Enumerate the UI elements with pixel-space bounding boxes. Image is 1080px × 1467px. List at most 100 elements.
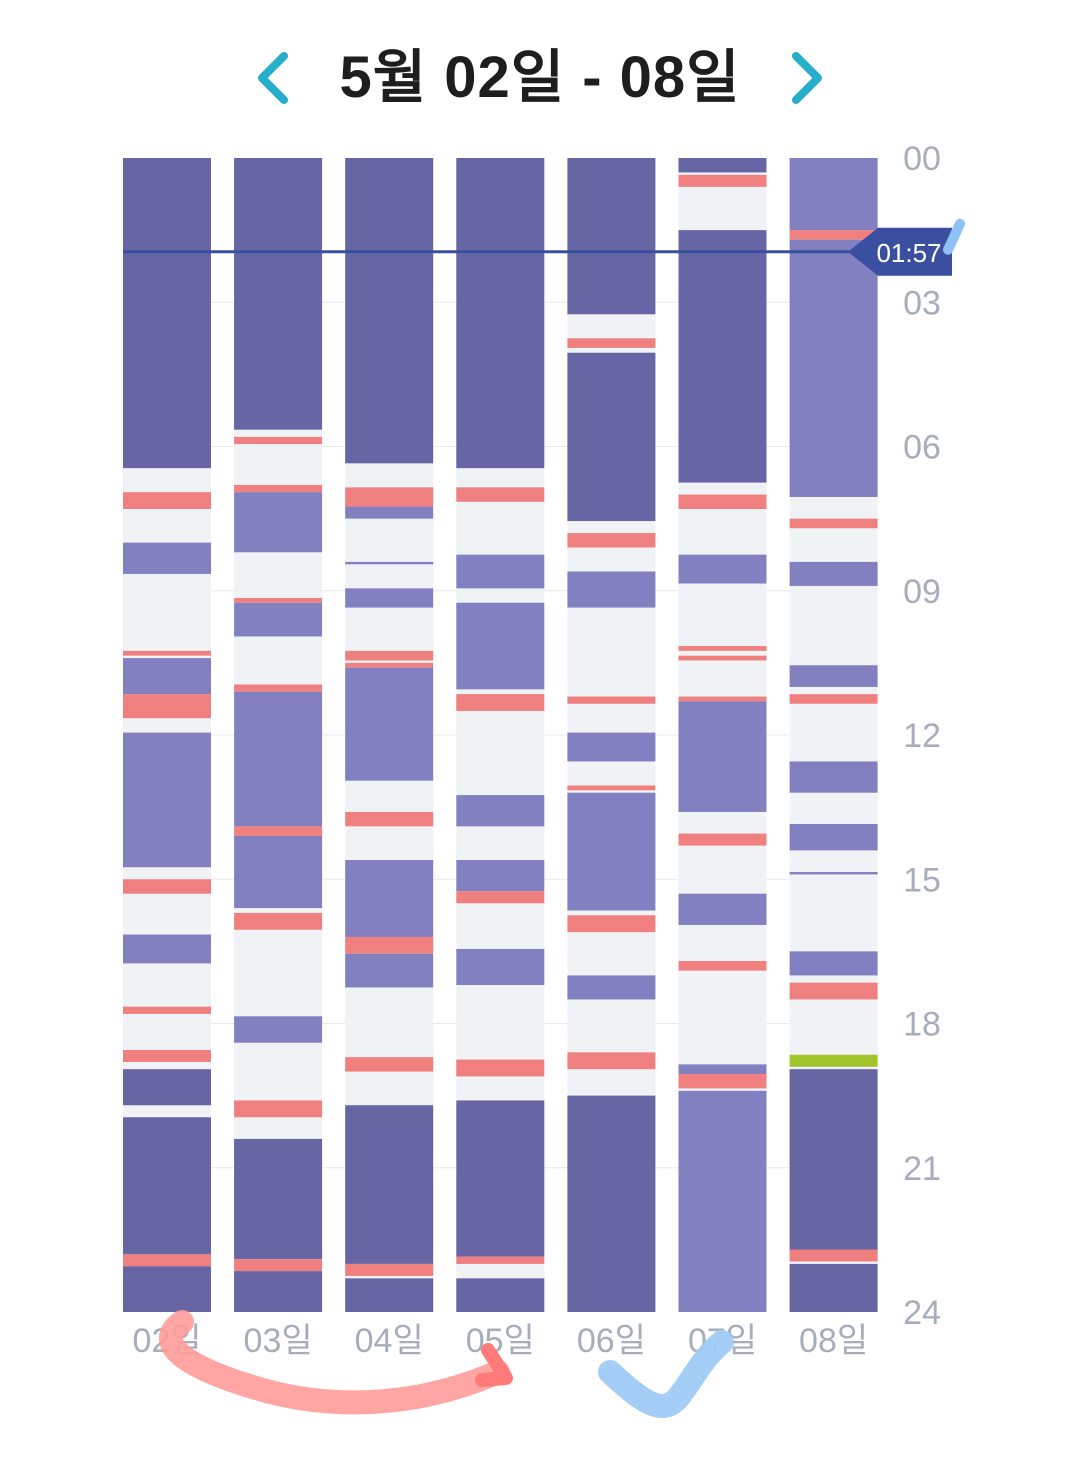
sleep-segment-light-sleep xyxy=(567,792,656,911)
sleep-segment-awake xyxy=(123,694,211,719)
annotation-strokes xyxy=(159,1310,734,1418)
hour-tick-label: 12 xyxy=(903,717,941,755)
hour-tick-label: 21 xyxy=(903,1150,941,1188)
sleep-segment-awake xyxy=(678,696,767,702)
sleep-segment-awake xyxy=(345,936,434,954)
sleep-segment-deep-sleep xyxy=(456,1100,545,1257)
sleep-segment-awake xyxy=(123,879,211,894)
sleep-segment-awake xyxy=(678,960,767,971)
sleep-segment-awake xyxy=(123,492,211,510)
day-column[interactable] xyxy=(567,158,656,1312)
hour-tick-label: 09 xyxy=(903,573,941,611)
sleep-segment-awake xyxy=(345,811,434,827)
sleep-segment-awake xyxy=(567,533,656,548)
hour-tick-label: 15 xyxy=(903,861,941,899)
sleep-segment-awake xyxy=(567,338,656,348)
sleep-segment-awake xyxy=(123,1006,211,1014)
hour-tick-label: 24 xyxy=(903,1294,941,1332)
sleep-segment-light-sleep xyxy=(567,571,656,608)
sleep-segment-awake xyxy=(567,1052,656,1070)
sleep-segment-light-sleep xyxy=(123,542,211,574)
sleep-segment-deep-sleep xyxy=(789,1263,878,1312)
sleep-segment-awake xyxy=(234,1259,323,1272)
sleep-segment-light-sleep xyxy=(345,561,434,565)
sleep-segment-deep-sleep xyxy=(123,1117,211,1255)
day-column[interactable] xyxy=(123,158,211,1312)
sleep-segment-awake xyxy=(234,484,323,493)
sleep-segment-deep-sleep xyxy=(234,1138,323,1260)
sleep-segment-deep-sleep xyxy=(123,1069,211,1106)
date-range-title: 5월 02일 - 08일 xyxy=(339,45,741,110)
sleep-segment-light-sleep xyxy=(345,860,434,937)
day-label: 03일 xyxy=(244,1322,313,1360)
sleep-segment-awake xyxy=(234,912,323,930)
day-column[interactable] xyxy=(234,158,323,1312)
sleep-segment-awake xyxy=(567,915,656,933)
sleep-segment-awake xyxy=(567,785,656,791)
sleep-segment-awake xyxy=(345,1057,434,1072)
sleep-segment-light-sleep xyxy=(345,953,434,988)
sleep-segment-deep-sleep xyxy=(123,1266,211,1312)
marker-highlight-stroke xyxy=(943,218,965,255)
prev-week-button[interactable] xyxy=(242,48,302,108)
sleep-segment-light-sleep xyxy=(345,667,434,781)
chevron-left-icon xyxy=(258,52,288,104)
sleep-segment-awake xyxy=(345,650,434,661)
sleep-segment-awake xyxy=(234,684,323,692)
sleep-segment-light-sleep xyxy=(456,948,545,986)
day-label: 04일 xyxy=(355,1322,424,1360)
sleep-segment-awake xyxy=(234,1100,323,1118)
sleep-segment-light-sleep xyxy=(123,658,211,695)
day-label: 06일 xyxy=(577,1322,646,1360)
hour-axis: 00 03 06 09 12 15 18 21 24 xyxy=(903,140,941,1332)
blue-check-stroke xyxy=(598,1330,734,1418)
sleep-segment-deep-sleep xyxy=(345,1278,434,1312)
sleep-segment-light-sleep xyxy=(567,975,656,1000)
day-columns xyxy=(123,158,878,1312)
sleep-segment-awake xyxy=(234,436,323,445)
sleep-segment-light-sleep xyxy=(456,602,545,690)
sleep-segment-light-sleep xyxy=(789,823,878,851)
sleep-segment-deep-sleep xyxy=(345,158,434,464)
sleep-segment-awake xyxy=(456,487,545,502)
day-axis: 02일 03일 04일 05일 06일 07일 08일 xyxy=(132,1322,868,1360)
sleep-segment-deep-sleep xyxy=(234,1271,323,1312)
sleep-segment-light-sleep xyxy=(678,701,767,812)
header: 5월 02일 - 08일 xyxy=(0,38,1080,118)
sleep-segment-awake xyxy=(789,1249,878,1262)
day-column[interactable] xyxy=(678,158,767,1312)
sleep-segment-deep-sleep xyxy=(789,1069,878,1250)
sleep-segment-light-sleep xyxy=(789,561,878,586)
sleep-segment-light-sleep xyxy=(678,893,767,925)
sleep-segment-awake xyxy=(123,1254,211,1267)
sleep-segment-awake xyxy=(123,1049,211,1062)
sleep-segment-awake xyxy=(234,826,323,836)
sleep-segment-light-sleep xyxy=(456,554,545,589)
sleep-segment-awake xyxy=(678,646,767,651)
sleep-segment-light-sleep xyxy=(123,732,211,868)
sleep-segment-light-sleep xyxy=(456,860,545,892)
hour-tick-label: 18 xyxy=(903,1006,941,1044)
sleep-segment-awake xyxy=(789,230,878,240)
next-week-button[interactable] xyxy=(778,48,838,108)
sleep-segment-awake xyxy=(234,597,323,603)
sleep-segment-other xyxy=(789,1054,878,1067)
sleep-segment-light-sleep xyxy=(234,691,323,827)
sleep-segment-light-sleep xyxy=(678,1090,767,1312)
day-column[interactable] xyxy=(345,158,434,1312)
sleep-segment-deep-sleep xyxy=(456,1278,545,1312)
hour-tick-label: 00 xyxy=(903,140,941,178)
sleep-segment-light-sleep xyxy=(789,665,878,687)
day-column[interactable] xyxy=(456,158,545,1312)
sleep-segment-awake xyxy=(789,518,878,529)
sleep-segment-deep-sleep xyxy=(234,158,323,430)
day-column[interactable] xyxy=(789,158,878,1312)
sleep-segment-awake xyxy=(678,494,767,510)
sleep-segment-light-sleep xyxy=(789,239,878,497)
red-arrow-head xyxy=(475,1343,513,1387)
sleep-segment-light-sleep xyxy=(678,554,767,584)
sleep-segment-light-sleep xyxy=(234,602,323,637)
red-arrow-stroke xyxy=(159,1310,510,1415)
sleep-segment-deep-sleep xyxy=(678,230,767,483)
